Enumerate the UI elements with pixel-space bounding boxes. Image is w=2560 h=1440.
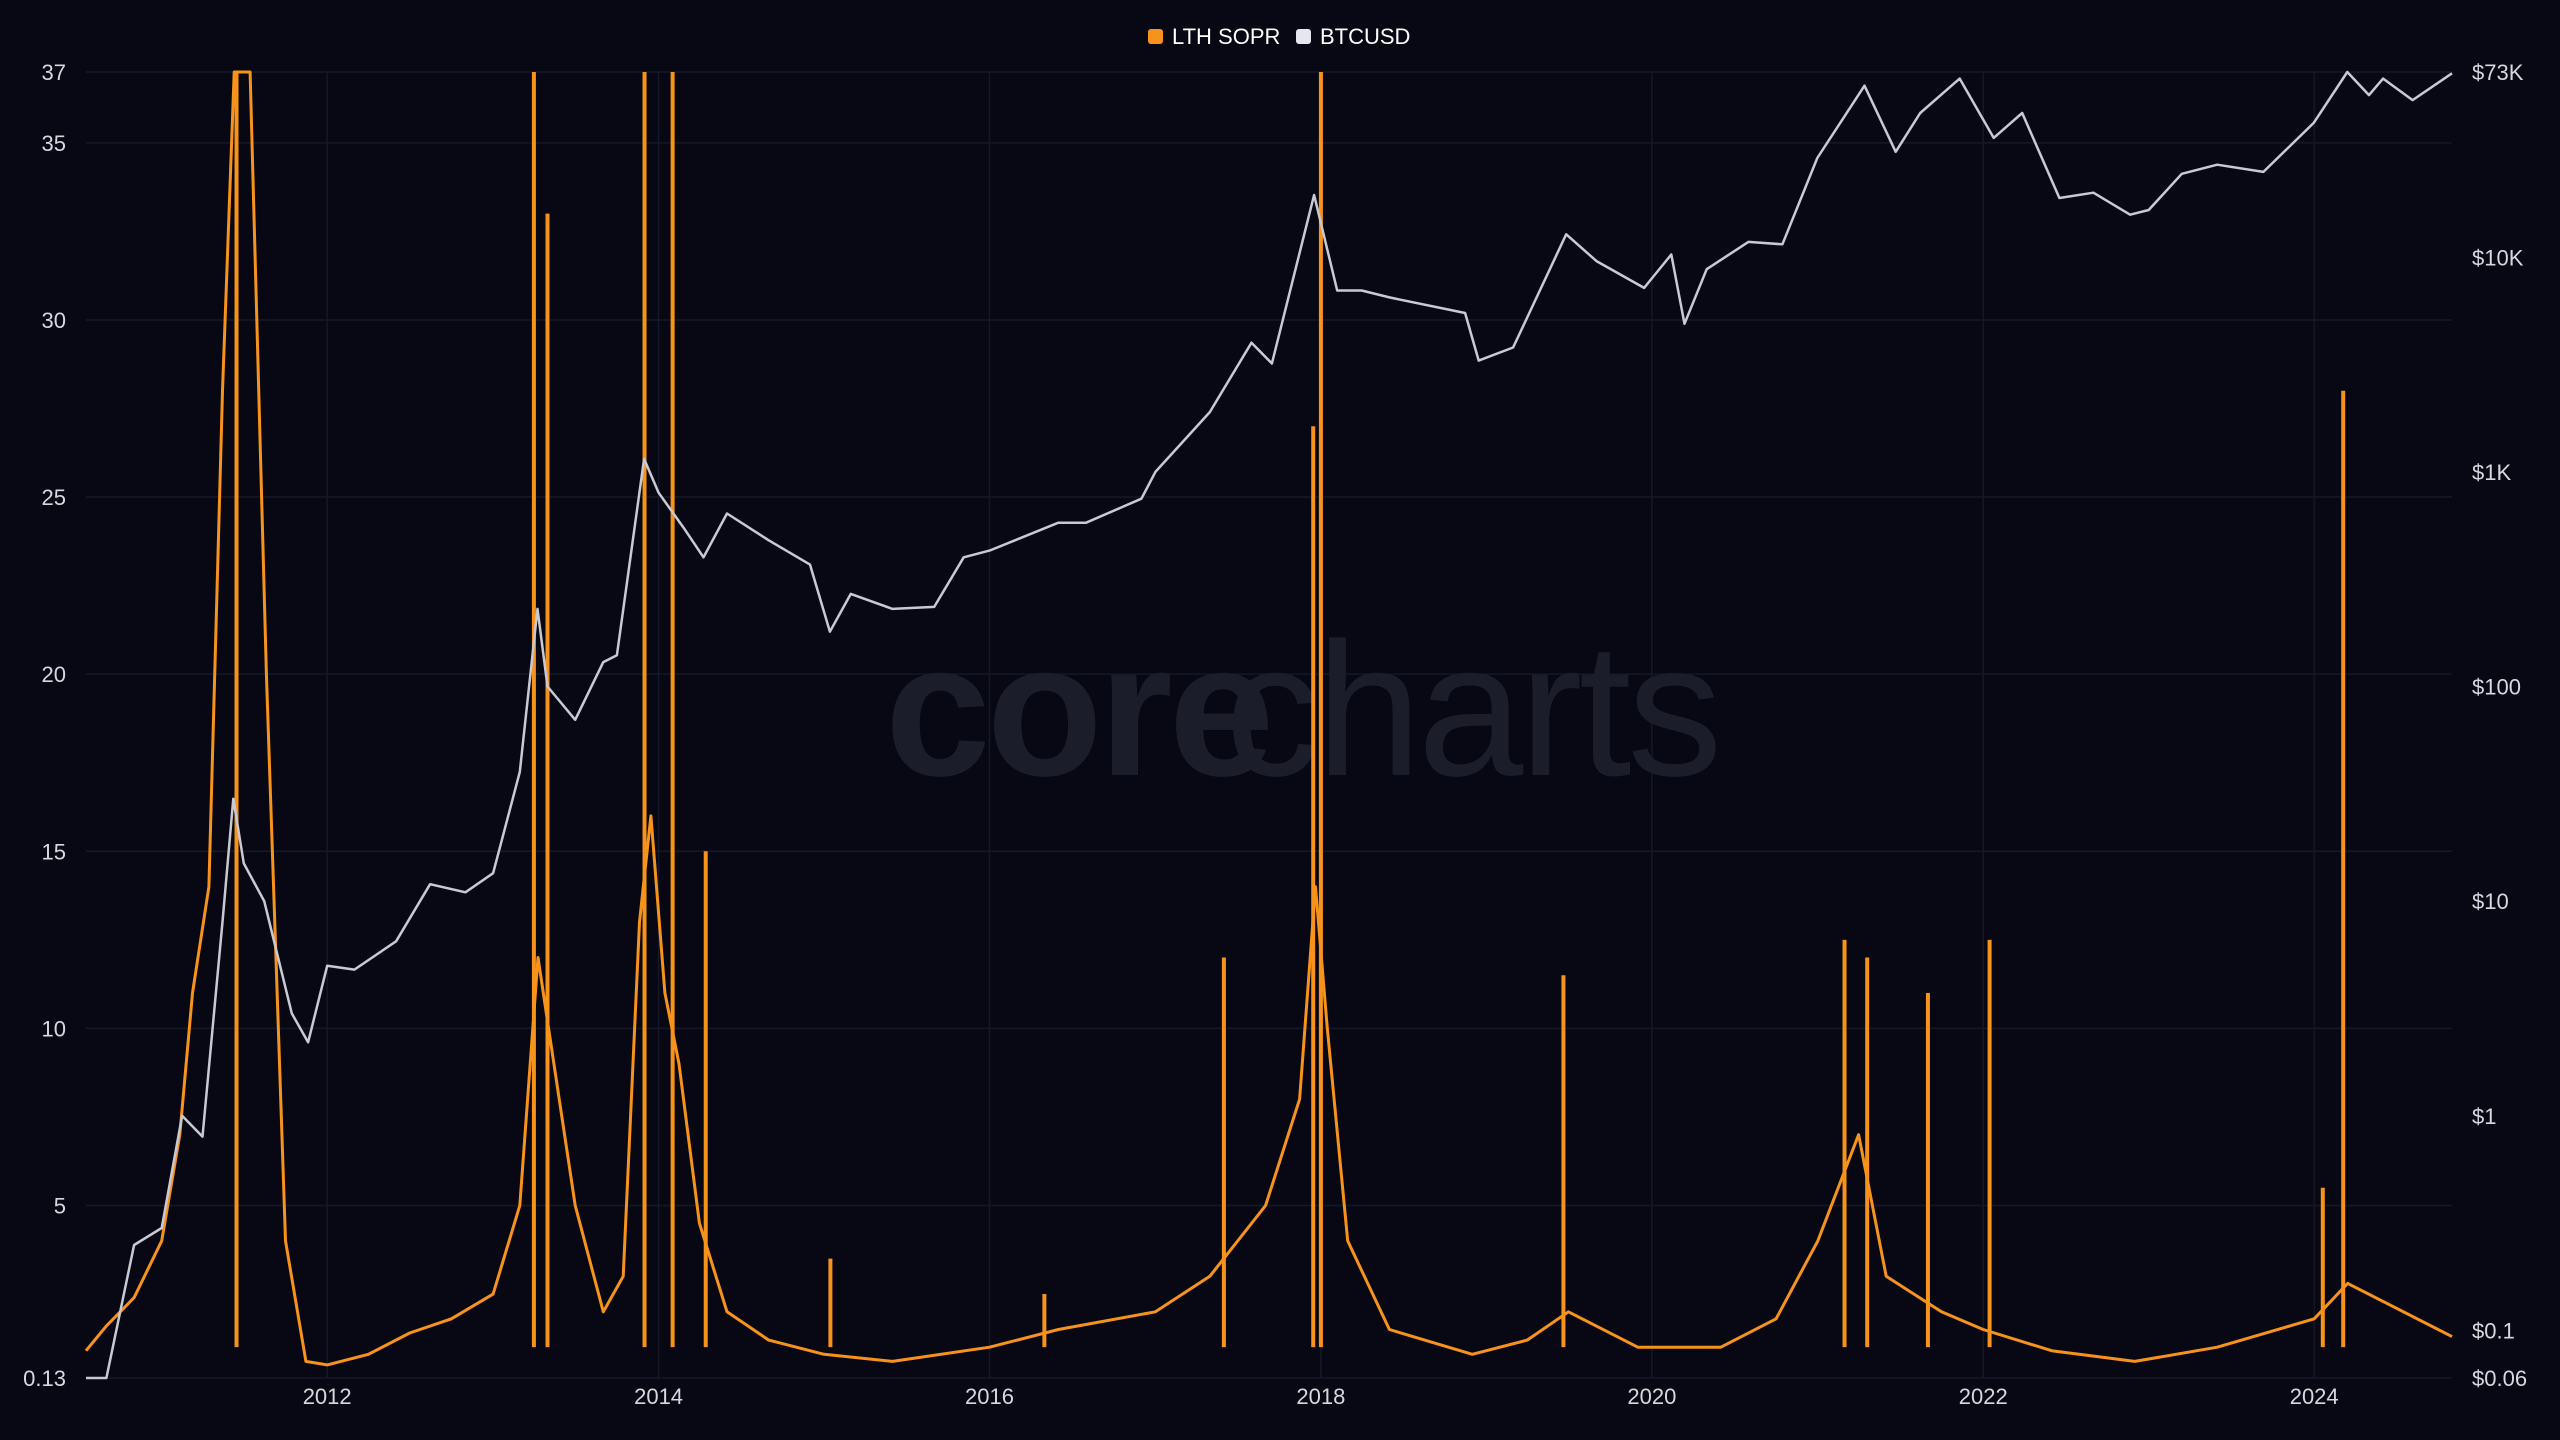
legend[interactable]: LTH SOPR BTCUSD <box>1148 24 1410 49</box>
legend-label-lth-sopr: LTH SOPR <box>1172 24 1280 49</box>
watermark: core charts <box>885 604 1722 816</box>
x-tick-label: 2012 <box>303 1384 352 1409</box>
right-tick-label: $1 <box>2472 1104 2496 1129</box>
right-tick-label: $10K <box>2472 245 2524 270</box>
x-tick-label: 2018 <box>1296 1384 1345 1409</box>
watermark-core: core <box>885 604 1270 816</box>
right-tick-label: $73K <box>2472 60 2524 85</box>
legend-item-btcusd[interactable]: BTCUSD <box>1296 24 1410 49</box>
left-tick-label: 35 <box>42 131 66 156</box>
x-tick-label: 2016 <box>965 1384 1014 1409</box>
legend-label-btcusd: BTCUSD <box>1320 24 1410 49</box>
left-tick-label: 5 <box>54 1193 66 1218</box>
right-tick-label: $0.1 <box>2472 1318 2515 1343</box>
x-tick-label: 2022 <box>1959 1384 2008 1409</box>
x-tick-label: 2014 <box>634 1384 683 1409</box>
btcusd-series-line <box>86 70 2453 1380</box>
plot-area <box>84 70 2453 1380</box>
left-tick-label: 15 <box>42 839 66 864</box>
right-tick-label: $0.06 <box>2472 1366 2527 1391</box>
left-tick-label: 0.13 <box>23 1366 66 1391</box>
x-axis-ticks: 2012 2014 2016 2018 2020 2022 2024 <box>303 1384 2339 1409</box>
left-tick-label: 25 <box>42 485 66 510</box>
lth-sopr-swatch <box>1148 29 1163 44</box>
x-tick-label: 2020 <box>1627 1384 1676 1409</box>
btcusd-swatch <box>1296 29 1311 44</box>
left-axis-ticks: 0.13 5 10 15 20 25 30 35 37 <box>23 60 66 1391</box>
left-tick-label: 30 <box>42 308 66 333</box>
left-tick-label: 10 <box>42 1016 66 1041</box>
lth-sopr-series-line <box>84 70 2453 1367</box>
right-axis-ticks: $0.06 $0.1 $1 $10 $100 $1K $10K $73K <box>2472 60 2527 1391</box>
right-tick-label: $1K <box>2472 460 2511 485</box>
lth-sopr-spikes <box>234 72 2346 1348</box>
right-tick-label: $10 <box>2472 889 2509 914</box>
watermark-charts: charts <box>1225 604 1718 816</box>
left-tick-label: 20 <box>42 662 66 687</box>
left-tick-label: 37 <box>42 60 66 85</box>
x-tick-label: 2024 <box>2290 1384 2339 1409</box>
legend-item-lth-sopr[interactable]: LTH SOPR <box>1148 24 1280 49</box>
right-tick-label: $100 <box>2472 675 2521 700</box>
